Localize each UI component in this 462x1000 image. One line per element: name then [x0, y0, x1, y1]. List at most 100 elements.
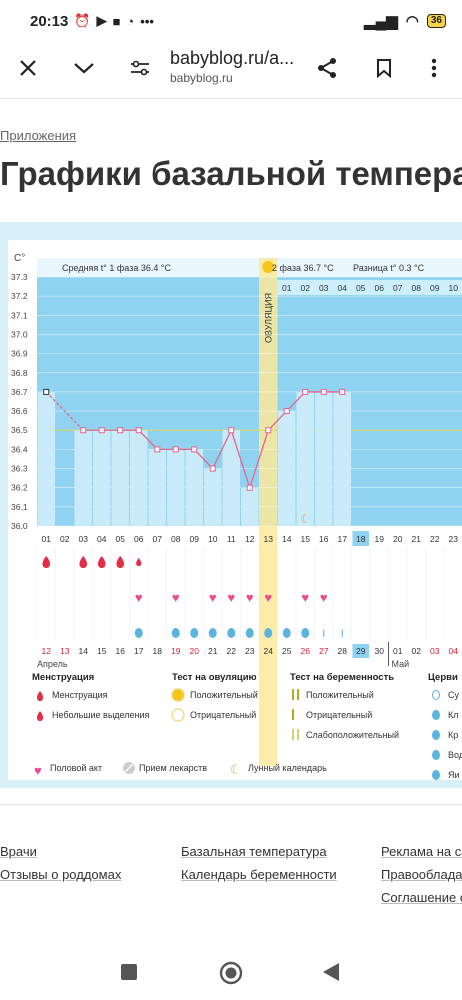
- youtube-icon: ▶: [96, 13, 107, 28]
- temp-point: [98, 427, 105, 434]
- close-icon[interactable]: [10, 50, 46, 86]
- calendar-date-label: 29: [356, 646, 366, 656]
- legend-pregnancy-icon: [297, 689, 299, 700]
- legend-cervix-icon: [432, 710, 440, 720]
- temp-bar: [222, 430, 240, 526]
- ovulation-column: [259, 258, 278, 766]
- cycle-day-label: 16: [319, 534, 329, 544]
- url-host: babyblog.ru/a...: [170, 48, 295, 68]
- legend-drop-icon: [36, 711, 44, 721]
- calendar-date-label: 17: [134, 646, 144, 656]
- chevron-down-icon[interactable]: [66, 50, 102, 86]
- legend-ovulation-title: Тест на овуляцию: [172, 672, 257, 683]
- top-day-label: 06: [375, 283, 385, 293]
- calendar-date-label: 18: [153, 646, 163, 656]
- home-icon[interactable]: [219, 961, 243, 985]
- breadcrumb[interactable]: Приложения: [0, 128, 77, 143]
- temp-point: [154, 446, 161, 453]
- mucus-watery-icon: [301, 628, 310, 638]
- more-vert-icon[interactable]: [416, 50, 452, 86]
- battery-icon: 36: [426, 14, 446, 28]
- top-day-label: 04: [338, 283, 348, 293]
- temp-point: [228, 427, 235, 434]
- mucus-watery-icon: [245, 628, 254, 638]
- legend-pregnancy-icon: [292, 689, 294, 700]
- calendar-date-label: 14: [79, 646, 89, 656]
- site-settings-icon[interactable]: [122, 50, 158, 86]
- divider: [0, 98, 462, 99]
- calendar-date-label: 26: [301, 646, 311, 656]
- temp-bar: [315, 391, 333, 526]
- legend-cervix-item: Яи: [448, 770, 460, 780]
- legend-ovulation-item: Отрицательный: [190, 710, 256, 720]
- intercourse-heart-icon: ♥: [135, 590, 143, 605]
- cycle-day-label: 03: [79, 534, 89, 544]
- legend-cervix-title: Церви: [428, 672, 458, 683]
- temp-point: [265, 427, 272, 434]
- address[interactable]: babyblog.ru/a... babyblog.ru: [170, 48, 294, 85]
- legend-ovulation-item: Положительный: [190, 690, 258, 700]
- calendar-date-label: 21: [208, 646, 218, 656]
- calendar-date-label: 01: [393, 646, 403, 656]
- legend-cervix-icon: [432, 750, 440, 760]
- temp-bar: [296, 391, 314, 526]
- legend-drop-icon: [36, 691, 44, 701]
- y-tick-label: 36.0: [11, 521, 28, 531]
- calendar-today-highlight: [352, 644, 369, 658]
- y-tick-label: 36.5: [11, 425, 28, 435]
- legend-cervix-icon: [432, 690, 440, 700]
- back-icon[interactable]: [322, 962, 340, 982]
- y-tick-label: 36.3: [11, 464, 28, 474]
- footer-link-maternity-reviews[interactable]: Отзывы о роддомах: [0, 867, 122, 882]
- more-notifications-icon: •••: [140, 13, 154, 29]
- temp-bar: [278, 411, 296, 526]
- cycle-day-label: 07: [153, 534, 163, 544]
- ovulation-label: ОВУЛЯЦИЯ: [263, 293, 273, 343]
- y-tick-label: 36.1: [11, 502, 28, 512]
- calendar-date-label: 12: [42, 646, 52, 656]
- footer-link-agreement[interactable]: Соглашение с: [381, 890, 462, 905]
- legend-cervix-item: Вод: [448, 750, 462, 760]
- temp-difference: Разница t° 0.3 °C: [353, 263, 425, 273]
- calendar-date-label: 25: [282, 646, 292, 656]
- legend-pregnancy-icon: [297, 729, 299, 740]
- cycle-day-label: 17: [338, 534, 348, 544]
- temp-point: [43, 388, 50, 395]
- temp-line-segment: [45, 391, 84, 431]
- legend-moon-icon: ☾: [230, 762, 242, 777]
- cycle-day-label: 23: [449, 534, 459, 544]
- top-day-label: 02: [301, 283, 311, 293]
- bot-icon: ■: [112, 13, 121, 29]
- legend-pregnancy-item: Положительный: [306, 690, 374, 700]
- share-icon[interactable]: [309, 50, 345, 86]
- bookmark-icon[interactable]: [366, 50, 402, 86]
- legend-menstruation-title: Менструация: [32, 672, 94, 683]
- temp-line-segment: [249, 430, 269, 488]
- legend-medication: Прием лекарств: [139, 763, 207, 773]
- page-title: Графики базальной темпера: [0, 155, 462, 192]
- cycle-day-label: 15: [301, 534, 311, 544]
- y-tick-label: 36.4: [11, 444, 28, 454]
- legend-cervix-icon: [432, 730, 440, 740]
- footer-link-rights[interactable]: Правообладате: [381, 867, 462, 882]
- cycle-day-label: 22: [430, 534, 440, 544]
- chart-header: [37, 258, 462, 277]
- mucus-stretchy-icon: I: [322, 628, 325, 640]
- intercourse-heart-icon: ♥: [227, 590, 235, 605]
- legend-pregnancy-icon: [292, 709, 294, 720]
- recents-icon[interactable]: [121, 964, 137, 980]
- cycle-day-label: 04: [97, 534, 107, 544]
- footer-link-ads[interactable]: Реклама на са: [381, 844, 462, 859]
- y-tick-label: 37.1: [11, 310, 28, 320]
- footer-link-doctors[interactable]: Врачи: [0, 844, 37, 859]
- cycle-day-label: 09: [190, 534, 200, 544]
- footer-link-bbt[interactable]: Базальная температура: [181, 844, 327, 859]
- y-tick-label: 37.3: [11, 272, 28, 282]
- temp-point: [320, 388, 327, 395]
- calendar-date-label: 23: [245, 646, 255, 656]
- temp-bar: [167, 449, 185, 526]
- intercourse-heart-icon: ♥: [246, 590, 254, 605]
- footer-link-pregnancy-calendar[interactable]: Календарь беременности: [181, 867, 337, 882]
- alarm-icon: ⏰: [74, 13, 91, 28]
- temp-line-segment: [138, 429, 158, 450]
